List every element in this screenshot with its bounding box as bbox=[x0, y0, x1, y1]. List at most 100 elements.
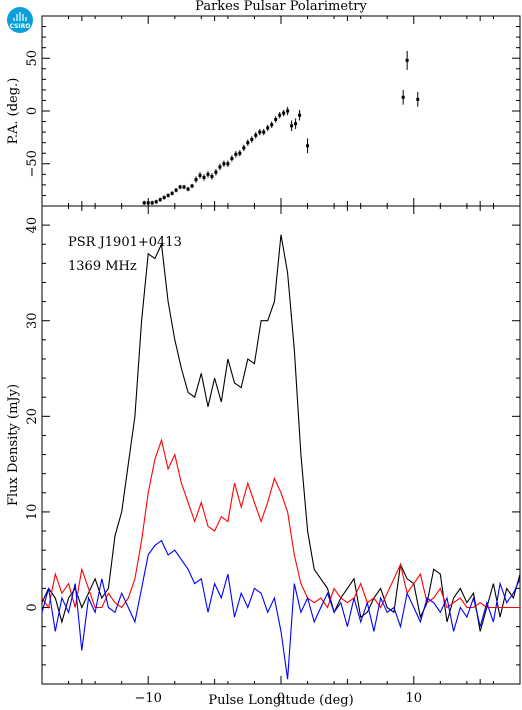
pa-marker bbox=[166, 193, 170, 197]
flux-series-lines bbox=[41, 234, 521, 680]
pa-point bbox=[416, 92, 420, 107]
pa-marker bbox=[218, 165, 222, 169]
pa-point bbox=[254, 132, 258, 139]
csiro-logo-text: CSIRO bbox=[10, 23, 31, 30]
pa-point bbox=[234, 151, 238, 158]
pa-marker bbox=[306, 144, 310, 148]
pa-point bbox=[214, 169, 218, 176]
pa-marker bbox=[262, 130, 266, 134]
pa-marker bbox=[238, 151, 242, 155]
pa-marker bbox=[226, 162, 230, 166]
pa-marker bbox=[174, 188, 178, 192]
circular-polarization-line bbox=[41, 539, 521, 680]
y-tick-label: 50 bbox=[25, 50, 40, 67]
pa-point bbox=[282, 109, 286, 117]
pa-point bbox=[178, 184, 182, 190]
pa-marker bbox=[190, 184, 194, 188]
flux-y-axis-label: Flux Density (mJy) bbox=[6, 384, 21, 506]
pa-marker bbox=[270, 123, 274, 127]
pa-marker bbox=[234, 152, 238, 156]
pa-point bbox=[266, 124, 270, 132]
y-tick-label: 20 bbox=[25, 408, 40, 425]
pa-point bbox=[182, 184, 186, 190]
pa-marker bbox=[142, 201, 146, 205]
pa-point bbox=[202, 174, 206, 181]
x-tick-label: 0 bbox=[277, 691, 285, 706]
pa-point bbox=[274, 116, 278, 123]
pa-point bbox=[186, 187, 190, 192]
pa-marker bbox=[286, 109, 290, 113]
pa-point bbox=[238, 150, 242, 157]
pa-marker bbox=[206, 172, 210, 176]
flux-panel-frame bbox=[41, 205, 521, 685]
chart-title: Parkes Pulsar Polarimetry bbox=[195, 0, 367, 14]
pa-point bbox=[198, 172, 202, 179]
y-tick-label: −50 bbox=[25, 150, 40, 177]
pa-point bbox=[174, 188, 178, 193]
pa-point bbox=[142, 200, 146, 205]
x-axis-label: Pulse Longitude (deg) bbox=[208, 693, 353, 708]
pa-y-axis-label: P.A. (deg.) bbox=[6, 78, 21, 145]
pa-point bbox=[298, 109, 302, 121]
pa-point bbox=[278, 112, 282, 119]
pa-marker bbox=[214, 170, 218, 174]
pa-marker bbox=[162, 196, 166, 200]
pa-marker bbox=[182, 185, 186, 189]
y-tick-label: 0 bbox=[25, 107, 40, 115]
y-tick-label: 10 bbox=[25, 504, 40, 521]
y-tick-label: 40 bbox=[25, 217, 40, 234]
pa-marker bbox=[186, 187, 190, 191]
pa-marker bbox=[290, 124, 294, 128]
pa-marker bbox=[170, 191, 174, 195]
pa-data-points bbox=[142, 50, 420, 205]
pa-marker bbox=[230, 157, 234, 160]
pa-point bbox=[190, 183, 194, 189]
pa-point bbox=[306, 138, 310, 154]
total-intensity-line bbox=[41, 234, 521, 632]
pa-point bbox=[146, 200, 150, 205]
pa-marker bbox=[210, 174, 214, 178]
pa-marker bbox=[150, 201, 154, 205]
pa-point bbox=[194, 176, 198, 183]
pa-marker bbox=[278, 113, 282, 117]
pa-marker bbox=[222, 162, 226, 166]
pa-point bbox=[294, 118, 298, 129]
pa-marker bbox=[154, 200, 158, 204]
pa-marker bbox=[146, 201, 150, 205]
pa-marker bbox=[194, 178, 198, 182]
csiro-logo-mark bbox=[13, 12, 27, 21]
pa-marker bbox=[416, 97, 420, 101]
pa-point bbox=[210, 173, 214, 180]
pa-marker bbox=[274, 117, 278, 121]
pa-point bbox=[226, 160, 230, 167]
pa-marker bbox=[202, 176, 206, 179]
pa-point bbox=[290, 120, 294, 132]
pa-point bbox=[218, 163, 222, 171]
pa-point bbox=[270, 121, 274, 128]
csiro-logo: CSIRO bbox=[7, 7, 33, 33]
pa-point bbox=[286, 106, 290, 116]
pa-point bbox=[162, 195, 166, 200]
pa-marker bbox=[405, 58, 409, 62]
pa-marker bbox=[258, 130, 262, 134]
pa-marker bbox=[250, 138, 254, 141]
pa-point bbox=[230, 155, 234, 162]
frequency-annotation: 1369 MHz bbox=[68, 259, 137, 274]
x-tick-label: −10 bbox=[135, 691, 162, 706]
pa-marker bbox=[158, 198, 162, 202]
pa-point bbox=[166, 193, 170, 198]
pa-point bbox=[250, 136, 254, 143]
y-tick-label: 30 bbox=[25, 312, 40, 329]
pa-panel-frame bbox=[41, 15, 521, 207]
pa-point bbox=[158, 197, 162, 202]
pa-point bbox=[258, 128, 262, 136]
pa-axis-ticks: −50 0 50 bbox=[25, 15, 521, 207]
pulsar-name-annotation: PSR J1901+0413 bbox=[68, 235, 182, 250]
pa-marker bbox=[198, 173, 202, 177]
pa-marker bbox=[242, 146, 246, 150]
pa-marker bbox=[298, 113, 302, 117]
pa-marker bbox=[254, 133, 258, 137]
x-tick-label: 10 bbox=[406, 691, 423, 706]
pa-marker bbox=[246, 141, 250, 145]
